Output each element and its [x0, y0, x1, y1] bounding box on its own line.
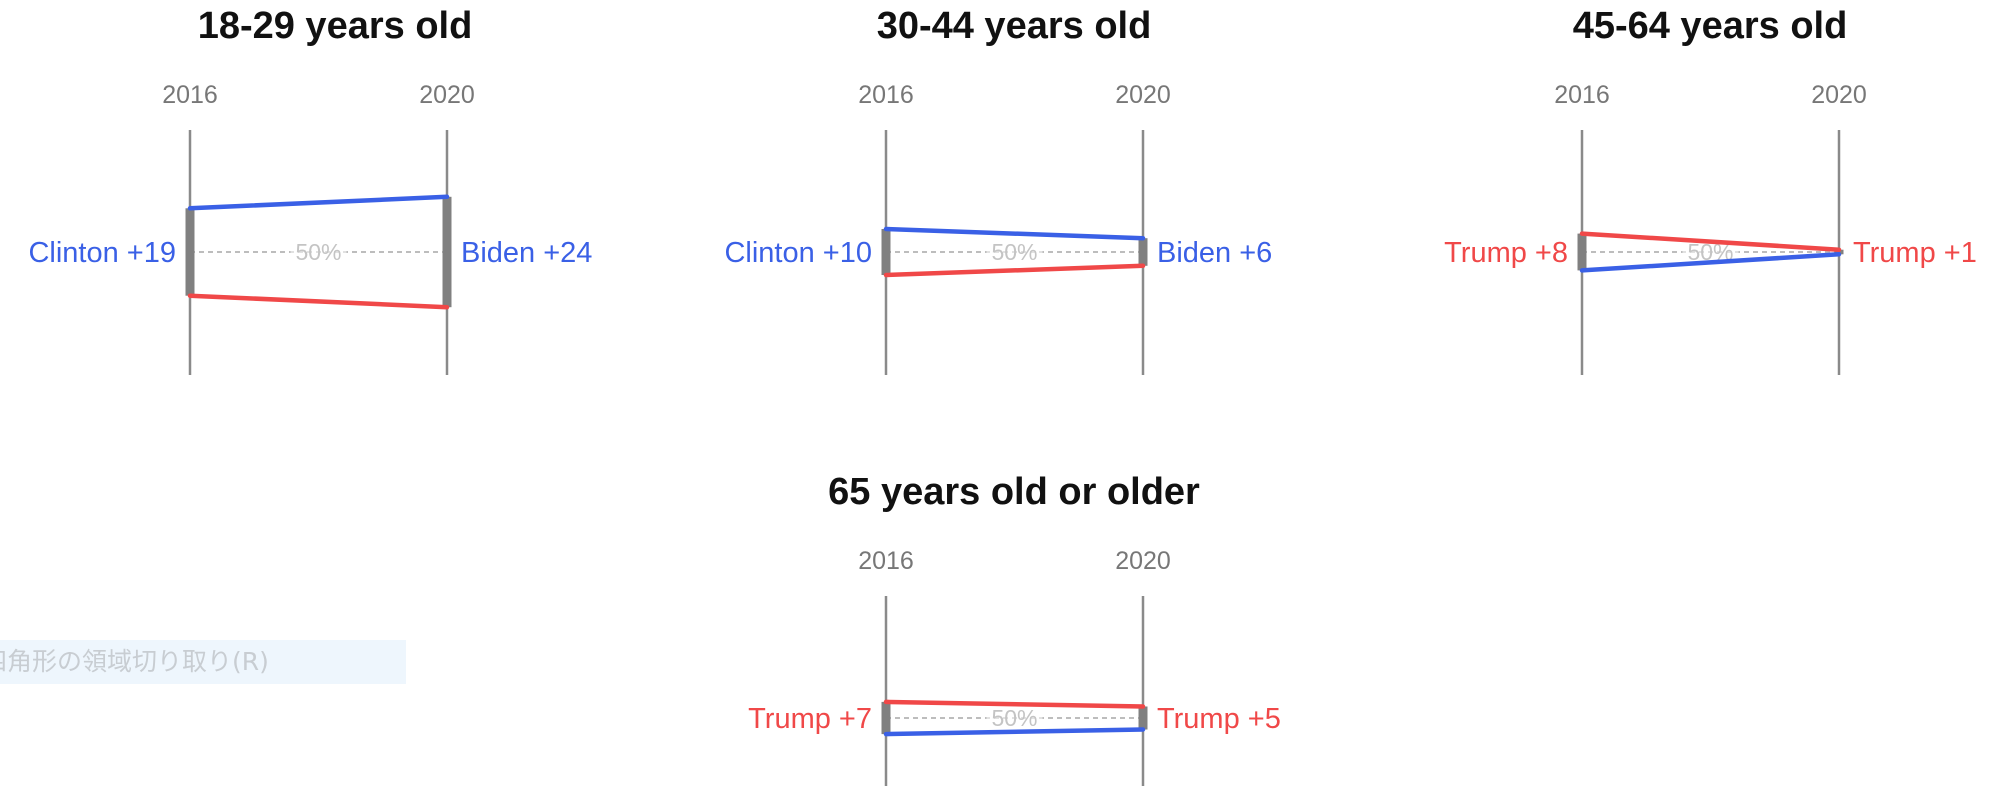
margin-gap-bar: [1577, 233, 1587, 271]
margin-gap-bar: [185, 208, 195, 296]
fifty-percent-label: 50%: [991, 705, 1037, 731]
chart-title: 30-44 years old: [877, 5, 1152, 47]
fifty-percent-label: 50%: [295, 239, 341, 265]
year-tick-label: 2016: [858, 547, 914, 575]
margin-label-2020: Biden +24: [461, 237, 592, 269]
year-tick-label: 2016: [858, 81, 914, 109]
margin-gap-bar: [1834, 249, 1844, 255]
margin-label-2020: Trump +1: [1853, 237, 1977, 269]
chart-title: 18-29 years old: [198, 5, 473, 47]
year-tick-label: 2020: [419, 81, 475, 109]
democrat-line: [187, 194, 450, 211]
republican-line: [883, 699, 1146, 709]
fifty-percent-label-bg: [986, 238, 1043, 264]
fifty-percent-label-bg: [290, 238, 347, 264]
democrat-line: [883, 226, 1146, 241]
year-tick-label: 2016: [1554, 81, 1610, 109]
margin-label-2016: Trump +7: [748, 703, 872, 735]
year-tick-label: 2020: [1115, 81, 1171, 109]
fifty-percent-label-bg: [986, 704, 1043, 730]
margin-gap-bar: [1138, 706, 1148, 730]
year-tick-label: 2016: [162, 81, 218, 109]
year-tick-label: 2020: [1811, 81, 1867, 109]
margin-gap-bar: [442, 196, 452, 308]
democrat-line: [883, 727, 1146, 737]
margin-label-2016: Trump +8: [1444, 237, 1568, 269]
margin-label-2016: Clinton +19: [28, 237, 176, 269]
margin-gap-bar: [881, 701, 891, 735]
margin-label-2016: Clinton +10: [724, 237, 872, 269]
chart-title: 45-64 years old: [1573, 5, 1848, 47]
margin-gap-bar: [881, 229, 891, 275]
democrat-line: [1579, 252, 1842, 273]
chart-title: 65 years old or older: [828, 471, 1200, 513]
republican-line: [1579, 231, 1842, 252]
context-menu-item-rect-clip[interactable]: 四角形の領域切り取り(R): [0, 640, 406, 684]
margin-label-2020: Trump +5: [1157, 703, 1281, 735]
margin-gap-bar: [1138, 238, 1148, 266]
republican-line: [187, 293, 450, 310]
fifty-percent-label: 50%: [991, 239, 1037, 265]
year-tick-label: 2020: [1115, 547, 1171, 575]
margin-label-2020: Biden +6: [1157, 237, 1272, 269]
republican-line: [883, 263, 1146, 278]
